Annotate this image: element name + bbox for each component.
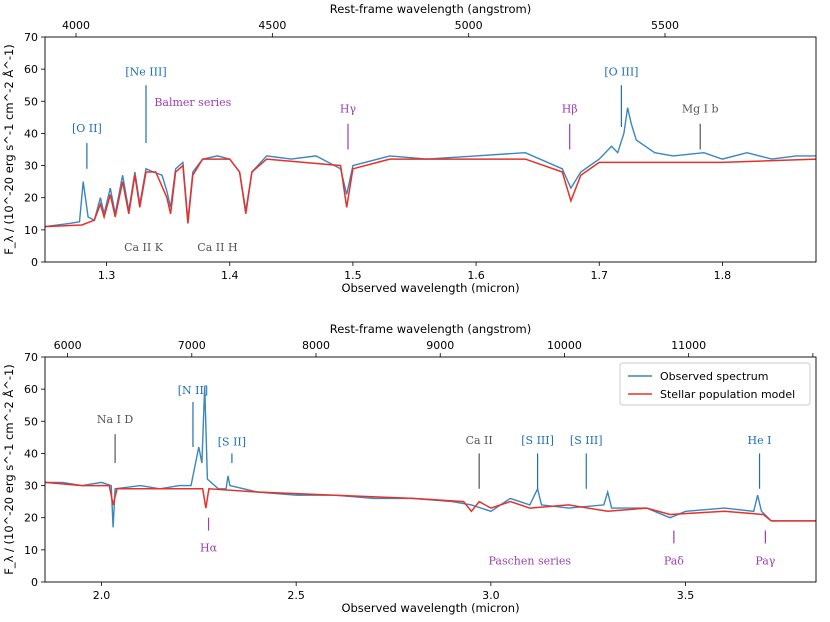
plot-frame-top (44, 36, 817, 263)
annotation-label: Na I D (97, 413, 134, 426)
y-tick-label: 70 (24, 31, 38, 44)
y-tick-label: 40 (24, 127, 38, 140)
annotation-label: Paδ (664, 554, 684, 567)
y-axis-label: F_λ / (10^-20 erg s^-1 cm^-2 Å^-1) (1, 44, 16, 255)
x-tick-label: 1.4 (221, 269, 239, 282)
plot-frame-bottom (44, 356, 817, 583)
annotation-label: Paschen series (489, 554, 572, 567)
stellar-model-line-top (45, 158, 816, 228)
observed-spectrum-line-bottom (45, 385, 816, 528)
top-axis-label: Rest-frame wavelength (angstrom) (330, 2, 531, 16)
y-tick-label: 10 (24, 224, 38, 237)
y-tick-label: 20 (24, 192, 38, 205)
stellar-model-line-bottom (45, 481, 816, 522)
x-tick-label: 2.0 (93, 589, 111, 602)
top-x-tick-label: 6000 (54, 339, 82, 352)
top-x-tick-label: 8000 (302, 339, 330, 352)
annotation-label: Ca II (466, 434, 493, 447)
y-tick-label: 20 (24, 512, 38, 525)
top-x-tick-label: 11000 (671, 339, 706, 352)
x-tick-label: 3.5 (677, 589, 695, 602)
annotation-label: [Ne III] (125, 66, 166, 79)
y-tick-label: 0 (31, 576, 38, 589)
x-tick-label: 1.5 (344, 269, 362, 282)
annotation-label: [N II] (178, 384, 208, 397)
top-x-tick-label: 10000 (547, 339, 582, 352)
y-tick-label: 60 (24, 63, 38, 76)
legend-box (619, 362, 811, 406)
y-axis-label: F_λ / (10^-20 erg s^-1 cm^-2 Å^-1) (1, 364, 16, 575)
x-tick-label: 1.3 (98, 269, 116, 282)
top-x-tick-label: 5500 (651, 19, 679, 32)
x-tick-label: 1.8 (714, 269, 732, 282)
annotation-label: Paγ (755, 554, 775, 567)
annotation-label: He I (748, 434, 772, 447)
y-tick-label: 50 (24, 415, 38, 428)
y-tick-label: 50 (24, 95, 38, 108)
y-tick-label: 40 (24, 447, 38, 460)
y-tick-label: 30 (24, 480, 38, 493)
y-tick-label: 10 (24, 544, 38, 557)
x-tick-label: 1.6 (467, 269, 485, 282)
annotation-label: [O III] (604, 66, 638, 79)
x-tick-label: 1.7 (590, 269, 608, 282)
x-tick-label: 2.5 (287, 589, 305, 602)
annotation-label: Hα (200, 541, 218, 554)
annotation-label: [O II] (72, 122, 102, 135)
annotation-label: [S III] (521, 434, 554, 447)
annotation-label: Hβ (562, 103, 578, 116)
annotation-label: Ca II H (197, 241, 237, 254)
annotation-label: Balmer series (154, 96, 231, 109)
annotation-label: [S III] (570, 434, 603, 447)
y-tick-label: 30 (24, 160, 38, 173)
x-axis-label: Observed wavelength (micron) (341, 601, 519, 615)
x-axis-label: Observed wavelength (micron) (341, 281, 519, 295)
y-tick-label: 0 (31, 256, 38, 269)
annotation-label: Hγ (340, 103, 357, 116)
y-tick-label: 70 (24, 351, 38, 364)
annotation-label: Mg I b (682, 103, 719, 116)
top-x-tick-label: 4000 (62, 19, 90, 32)
top-axis-label: Rest-frame wavelength (angstrom) (330, 322, 531, 336)
top-x-tick-label: 9000 (426, 339, 454, 352)
top-x-tick-label: 4500 (258, 19, 286, 32)
annotation-label: [S II] (218, 435, 246, 448)
y-tick-label: 60 (24, 383, 38, 396)
legend-entry: Stellar population model (660, 388, 795, 401)
annotation-label: Ca II K (124, 241, 164, 254)
top-x-tick-label: 7000 (178, 339, 206, 352)
top-x-tick-label: 5000 (455, 19, 483, 32)
legend-entry: Observed spectrum (660, 370, 768, 383)
x-tick-label: 3.0 (482, 589, 500, 602)
